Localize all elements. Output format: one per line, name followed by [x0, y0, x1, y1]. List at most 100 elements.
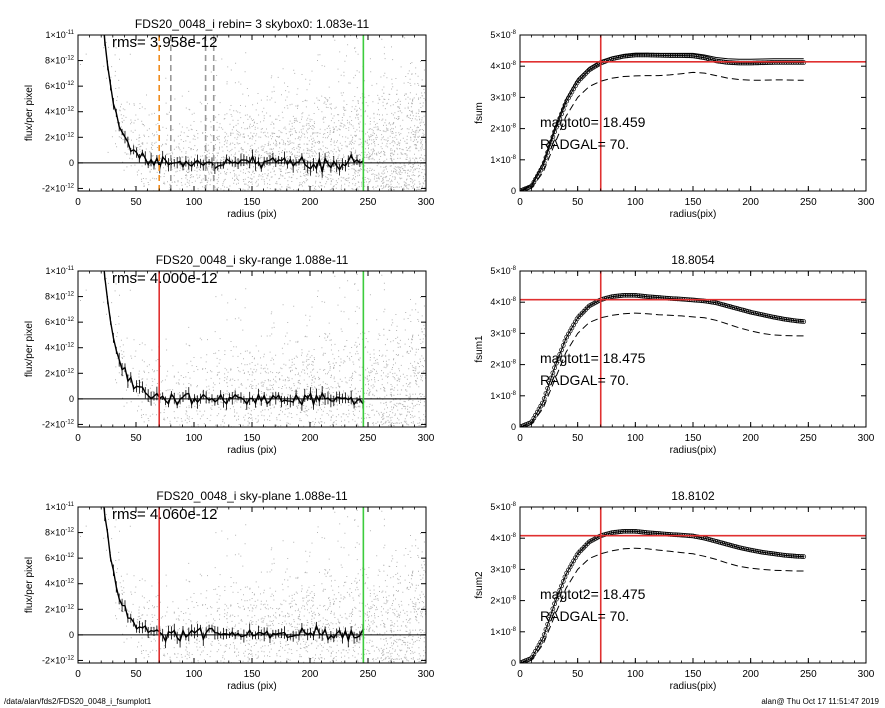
x-tick-label: 50: [130, 433, 142, 444]
radgal-annotation: RADGAL= 70.: [540, 372, 629, 388]
profile-line: [103, 35, 364, 173]
x-tick-label: 200: [742, 669, 759, 680]
x-tick-label: 150: [685, 197, 702, 208]
rms-annotation: rms= 3.958e-12: [112, 34, 217, 51]
x-tick-label: 200: [302, 197, 319, 208]
mean-profile: [103, 507, 364, 649]
y-tick-label: 5×10-8: [490, 30, 516, 40]
chart-panel-3: rms= 4.000e-12 0 50 100 150 200 250 300 -2×10-12…: [24, 253, 435, 456]
y-tick-label: 4×10-12: [45, 107, 75, 117]
x-tick-label: 250: [360, 433, 377, 444]
x-axis-title: radius (pix): [227, 445, 276, 456]
x-tick-label: 0: [517, 433, 523, 444]
plot-area: [78, 271, 426, 427]
y-tick-label: 0: [511, 422, 516, 432]
y-tick-label: 1×10-11: [45, 502, 74, 512]
x-tick-label: 250: [800, 197, 817, 208]
plot-area: [520, 507, 866, 663]
pixel-points: [80, 273, 426, 427]
y-tick-label: 2×10-8: [490, 596, 516, 606]
x-tick-label: 150: [685, 669, 702, 680]
y-tick-label: -2×10-12: [42, 183, 75, 193]
chart-title: FDS20_0048_i sky-range 1.088e-11: [156, 253, 349, 267]
x-tick-label: 300: [418, 197, 435, 208]
y-axis-title: fsum1: [474, 335, 485, 363]
x-axis-title: radius(pix): [670, 681, 717, 692]
y-axis-title: fsum2: [474, 571, 485, 599]
y-tick-label: 6×10-12: [45, 81, 75, 91]
y-tick-label: 3×10-8: [490, 328, 516, 338]
y-tick-label: 2×10-12: [45, 604, 75, 614]
y-tick-label: -2×10-12: [42, 655, 75, 665]
plot-frame: [519, 506, 867, 664]
x-tick-label: 100: [186, 433, 203, 444]
x-tick-label: 300: [858, 669, 875, 680]
y-tick-label: 4×10-8: [490, 533, 516, 543]
x-tick-label: 250: [360, 669, 377, 680]
plot-frame: [77, 506, 427, 664]
x-tick-label: 100: [627, 669, 644, 680]
x-tick-label: 200: [742, 197, 759, 208]
y-tick-label: 4×10-8: [490, 297, 516, 307]
y-tick-label: 2×10-12: [45, 132, 75, 142]
y-tick-label: 1×10-8: [490, 155, 516, 165]
x-tick-label: 300: [418, 669, 435, 680]
x-tick-label: 100: [186, 197, 203, 208]
x-tick-label: 150: [685, 433, 702, 444]
pixel-points: [80, 35, 426, 191]
profile-line: [103, 507, 364, 644]
chart-panel-4: magtot1= 18.475 RADGAL= 70. 0 50 100 150 200 25…: [474, 253, 875, 456]
radgal-annotation: RADGAL= 70.: [540, 136, 629, 152]
x-tick-label: 200: [302, 669, 319, 680]
y-tick-label: 8×10-12: [45, 528, 75, 538]
plot-area: [78, 35, 426, 191]
x-tick-label: 300: [858, 197, 875, 208]
plot-area: [520, 271, 866, 427]
mean-profile: [103, 271, 364, 411]
y-tick-label: 5×10-8: [490, 266, 516, 276]
y-tick-label: 3×10-8: [490, 92, 516, 102]
x-axis-title: radius (pix): [227, 209, 276, 220]
x-tick-label: 250: [800, 669, 817, 680]
y-axis-title: flux/per pixel: [24, 321, 35, 377]
footer-file-path: /data/alan/fds2/FDS20_0048_i_fsumplot1: [4, 697, 152, 706]
x-tick-label: 200: [742, 433, 759, 444]
fsum-curve: [520, 54, 804, 191]
pixel-scatter: [80, 35, 426, 191]
chart-panel-5: rms= 4.060e-12 0 50 100 150 200 250 300 -2×10-12…: [24, 489, 435, 692]
x-tick-label: 200: [302, 433, 319, 444]
y-tick-label: 0: [69, 394, 74, 404]
y-tick-label: 8×10-12: [45, 292, 75, 302]
y-tick-label: 1×10-8: [490, 627, 516, 637]
pixel-points: [80, 509, 426, 663]
fsum-lower-curve: [520, 547, 804, 663]
plot-frame: [77, 270, 427, 428]
y-tick-label: 3×10-8: [490, 564, 516, 574]
y-tick-label: 8×10-12: [45, 56, 75, 66]
x-tick-label: 50: [572, 197, 584, 208]
pixel-scatter: [80, 509, 426, 663]
x-tick-label: 0: [517, 669, 523, 680]
radgal-annotation: RADGAL= 70.: [540, 608, 629, 624]
x-tick-label: 150: [244, 669, 261, 680]
pixel-scatter: [80, 273, 426, 427]
y-tick-label: 6×10-12: [45, 317, 75, 327]
x-tick-label: 100: [627, 433, 644, 444]
y-tick-label: 4×10-8: [490, 61, 516, 71]
x-axis-title: radius(pix): [670, 209, 717, 220]
y-tick-label: 6×10-12: [45, 553, 75, 563]
x-tick-label: 150: [244, 433, 261, 444]
chart-title: FDS20_0048_i rebin= 3 skybox0: 1.083e-11: [135, 17, 370, 31]
y-tick-label: 0: [511, 186, 516, 196]
magtot-annotation: magtot0= 18.459: [540, 114, 646, 130]
x-tick-label: 50: [130, 669, 142, 680]
fsum-curve: [520, 530, 804, 663]
y-tick-label: 1×10-11: [45, 30, 74, 40]
x-tick-label: 0: [75, 669, 81, 680]
x-tick-label: 250: [800, 433, 817, 444]
x-tick-label: 50: [572, 433, 584, 444]
chart-title: 18.8054: [671, 253, 715, 267]
y-tick-label: 0: [69, 630, 74, 640]
y-tick-label: 4×10-12: [45, 579, 75, 589]
